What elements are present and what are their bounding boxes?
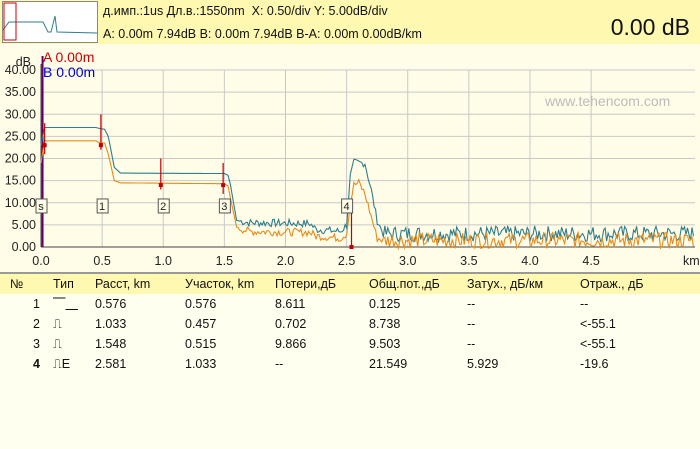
col-header-no: №: [0, 274, 48, 294]
col-header-loss: Потери,дБ: [270, 274, 364, 294]
x-unit-label: km: [683, 254, 700, 268]
cell-refl: <-55.1: [580, 337, 616, 351]
chart-svg[interactable]: 40.0035.0030.0025.0020.0015.0010.005.000…: [0, 44, 700, 270]
cell-section: 1.033: [185, 357, 217, 371]
x-tick-label: 3.5: [460, 254, 477, 268]
event-label: 4: [344, 201, 350, 213]
thumbnail-trace: [2, 2, 98, 41]
cell-dist: 1.548: [95, 337, 127, 351]
cell-no: 3: [33, 337, 40, 351]
event-type-icon: ⎍E: [53, 356, 71, 371]
trace-thumbnail[interactable]: [2, 1, 98, 43]
x-tick-label: 4.0: [521, 254, 538, 268]
event-table: № Тип Расст, km Участок, km Потери,дБ Об…: [0, 272, 700, 449]
col-header-refl: Отраж., дБ: [575, 274, 700, 294]
y-tick-label: 35.00: [5, 85, 36, 99]
event-label-box: [35, 198, 48, 214]
event-label-box: [218, 198, 231, 214]
col-header-dist: Расст, km: [90, 274, 180, 294]
x-tick-label: 1.0: [155, 254, 172, 268]
y-unit-label: dB: [16, 55, 31, 69]
event-type-icon: ⎍: [53, 336, 62, 351]
table-row[interactable]: 3 ⎍ 1.548 0.515 9.866 9.503 -- <-55.1: [0, 334, 700, 354]
cell-dist: 2.581: [95, 357, 127, 371]
cell-loss: 8.611: [275, 297, 306, 311]
y-tick-label: 20.00: [5, 152, 36, 166]
y-tick-label: 5.00: [12, 218, 36, 232]
table-row[interactable]: 4 ⎍E 2.581 1.033 -- 21.549 5.929 -19.6: [0, 354, 700, 374]
cell-att: --: [467, 337, 476, 351]
event-label-box: [157, 198, 170, 214]
table-header-row: № Тип Расст, km Участок, km Потери,дБ Об…: [0, 274, 700, 294]
x-tick-label: 3.0: [399, 254, 416, 268]
event-point: [158, 183, 163, 188]
cell-loss: --: [275, 357, 284, 371]
header-markers: A: 0.00m 7.94dB B: 0.00m 7.94dB B-A: 0.0…: [103, 27, 422, 41]
cell-no: 2: [33, 317, 40, 331]
x-tick-label: 2.0: [277, 254, 294, 268]
x-tick-label: 0.0: [32, 254, 49, 268]
event-point: [42, 143, 47, 148]
event-label-box: [341, 198, 354, 214]
col-header-total: Общ.пот.,дБ: [364, 274, 462, 294]
cell-no: 1: [33, 297, 40, 311]
marker-a-label: A 0.00m: [43, 49, 94, 65]
event-point: [349, 245, 354, 249]
header-bar: д.имп.:1us Дл.в.:1550nm X: 0.50/div Y: 5…: [0, 0, 700, 44]
event-point: [98, 143, 103, 148]
cell-att: 5.929: [467, 357, 499, 371]
cell-refl: --: [580, 297, 589, 311]
x-tick-label: 2.5: [338, 254, 355, 268]
y-tick-label: 15.00: [5, 174, 36, 188]
table-row[interactable]: 2 ⎍ 1.033 0.457 0.702 8.738 -- <-55.1: [0, 314, 700, 334]
cell-section: 0.576: [185, 297, 217, 311]
col-header-type: Тип: [48, 274, 90, 294]
cell-no: 4: [33, 357, 40, 371]
cell-section: 0.515: [185, 337, 217, 351]
x-tick-label: 0.5: [93, 254, 110, 268]
event-label: 2: [160, 201, 166, 213]
y-tick-label: 40.00: [5, 63, 36, 77]
table-row[interactable]: 1 ⎺⎽ 0.576 0.576 8.611 0.125 -- --: [0, 294, 700, 314]
cell-refl: <-55.1: [580, 317, 616, 331]
cell-total: 8.738: [369, 317, 401, 331]
event-label: 1: [99, 201, 105, 213]
col-header-section: Участок, km: [180, 274, 270, 294]
event-label: s: [38, 201, 44, 213]
col-header-att: Затух., дБ/км: [462, 274, 575, 294]
event-label: 3: [221, 201, 227, 213]
cell-loss: 9.866: [275, 337, 307, 351]
header-params: д.имп.:1us Дл.в.:1550nm X: 0.50/div Y: 5…: [103, 4, 388, 18]
marker-b-label: B 0.00m: [43, 64, 95, 80]
y-tick-label: 30.00: [5, 107, 36, 121]
event-type-icon: ⎺⎽: [53, 296, 79, 311]
cell-att: --: [467, 297, 476, 311]
y-tick-label: 25.00: [5, 129, 36, 143]
y-tick-label: 10.00: [5, 196, 36, 210]
x-tick-label: 4.5: [582, 254, 599, 268]
event-type-icon: ⎍: [53, 316, 62, 331]
trace-b: [40, 140, 695, 251]
cell-refl: -19.6: [580, 357, 609, 371]
cell-total: 0.125: [369, 297, 401, 311]
cell-total: 21.549: [369, 357, 408, 371]
trace-a: [40, 126, 695, 244]
event-point: [221, 183, 226, 188]
loss-readout: 0.00 dB: [610, 14, 690, 40]
cell-loss: 0.702: [275, 317, 307, 331]
trace-chart[interactable]: 40.00 35.00 30.00 25.00 20.00 15.00 10.00 5.00 0…: [0, 44, 700, 270]
cell-total: 9.503: [369, 337, 401, 351]
y-tick-label: 0.00: [12, 240, 36, 254]
cell-att: --: [467, 317, 476, 331]
cell-dist: 0.576: [95, 297, 127, 311]
watermark: www.tehencom.com: [545, 93, 671, 109]
event-label-box: [96, 198, 109, 214]
cell-section: 0.457: [185, 317, 217, 331]
cell-dist: 1.033: [95, 317, 127, 331]
x-tick-label: 1.5: [216, 254, 233, 268]
